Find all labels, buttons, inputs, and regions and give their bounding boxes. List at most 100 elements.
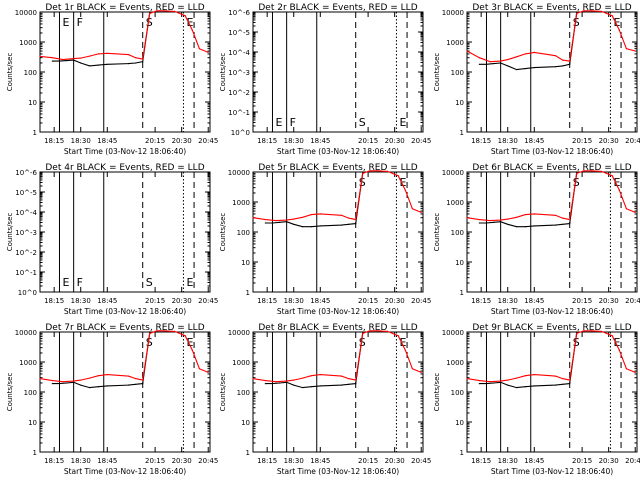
x-axis-label: Start Time (03-Nov-12 18:06:40) (64, 147, 186, 156)
panel-title: Det 5r BLACK = Events, RED = LLD (258, 163, 417, 173)
panel-det-3r: Det 3r BLACK = Events, RED = LLD 1 10 100 10… (433, 3, 640, 156)
data-point (156, 330, 158, 332)
data-point (404, 349, 406, 351)
data-point (355, 379, 357, 381)
x-tick-label: 18:15 (471, 457, 491, 465)
data-point (149, 332, 151, 334)
data-point (89, 377, 91, 379)
data-point (89, 55, 91, 57)
y-axis-label: Counts/sec (219, 53, 227, 92)
y-tick-label: 1000 (446, 359, 464, 367)
x-tick-label: 18:30 (71, 457, 91, 465)
panel-det-5r: Det 5r BLACK = Events, RED = LLD 1 10 100 10… (219, 163, 431, 316)
x-tick-label: 18:45 (524, 457, 544, 465)
x-tick-label: 18:45 (310, 457, 330, 465)
data-point (562, 223, 564, 225)
data-point (524, 53, 527, 55)
data-point (252, 378, 254, 380)
data-point (387, 170, 389, 172)
data-point (302, 216, 304, 218)
data-point (293, 218, 295, 220)
data-point (80, 57, 82, 59)
data-point (583, 330, 585, 332)
data-point (184, 15, 186, 17)
data-point (583, 10, 585, 12)
data-point (135, 57, 137, 59)
data-point (348, 383, 350, 385)
y-tick-label: 10 (241, 419, 250, 427)
x-tick-label: 20:30 (599, 297, 619, 305)
data-point (275, 381, 277, 383)
panel-title: Det 8r BLACK = Events, RED = LLD (258, 323, 417, 333)
data-point (507, 65, 509, 67)
y-tick-label: 1000 (232, 359, 250, 367)
data-point (387, 330, 389, 332)
y-tick-label: 100 (237, 229, 250, 237)
x-tick-label: 18:15 (471, 137, 491, 145)
y-tick-label: 100 (24, 389, 37, 397)
data-point (286, 380, 288, 382)
data-point (275, 220, 277, 222)
data-point (39, 55, 41, 58)
y-tick-label: 1000 (19, 39, 37, 47)
plot-frame (252, 331, 424, 453)
data-point (516, 216, 518, 218)
data-point (58, 383, 61, 385)
y-tick-label: 10^0 (18, 289, 37, 297)
x-tick-label: 20:15 (572, 137, 592, 145)
y-tick-label: 10^-5 (228, 29, 250, 37)
data-point (500, 219, 502, 221)
data-point (466, 378, 468, 380)
data-point (569, 63, 571, 65)
data-point (554, 66, 557, 68)
marker-label: E (399, 176, 406, 189)
marker-label: S (573, 336, 580, 349)
data-point (127, 375, 130, 377)
panel-title: Det 4r BLACK = Events, RED = LLD (45, 163, 204, 173)
data-point (562, 383, 564, 385)
data-point (97, 375, 99, 377)
data-point (524, 214, 527, 216)
data-point (478, 222, 480, 224)
data-point (489, 381, 491, 383)
x-tick-label: 20:45 (198, 297, 218, 305)
data-point (142, 61, 144, 63)
y-tick-label: 10^-3 (228, 69, 250, 77)
data-point (590, 170, 592, 172)
data-point (507, 384, 509, 386)
data-point (264, 383, 266, 385)
series-line (265, 331, 364, 389)
data-point (420, 211, 422, 213)
data-point (524, 68, 527, 70)
data-point (319, 385, 321, 387)
x-axis-label: Start Time (03-Nov-12 18:06:40) (277, 307, 399, 316)
data-point (310, 226, 312, 228)
panel-title: Det 7r BLACK = Events, RED = LLD (45, 323, 204, 333)
data-point (569, 60, 571, 62)
data-point (135, 62, 137, 64)
x-tick-label: 18:45 (97, 297, 117, 305)
panel-det-6r: Det 6r BLACK = Events, RED = LLD 1 10 100 10… (433, 163, 640, 316)
data-point (97, 53, 99, 55)
marker-label: S (573, 176, 580, 189)
data-point (533, 213, 535, 215)
x-tick-label: 18:45 (524, 137, 544, 145)
marker-label: E (399, 116, 406, 129)
data-point (355, 223, 357, 225)
data-point (478, 383, 480, 385)
series-line (466, 170, 636, 222)
data-point (524, 226, 527, 228)
marker-label: S (146, 336, 153, 349)
data-point (207, 371, 209, 373)
data-point (485, 222, 488, 224)
data-point (489, 220, 491, 222)
marker-label: S (146, 16, 153, 29)
y-tick-label: 100 (451, 229, 464, 237)
x-tick-label: 20:15 (572, 457, 592, 465)
y-tick-label: 10^-1 (228, 109, 250, 117)
data-point (135, 383, 137, 385)
data-point (73, 380, 75, 382)
marker-label: E (275, 116, 282, 129)
y-tick-label: 1000 (446, 199, 464, 207)
x-tick-label: 20:30 (385, 457, 405, 465)
